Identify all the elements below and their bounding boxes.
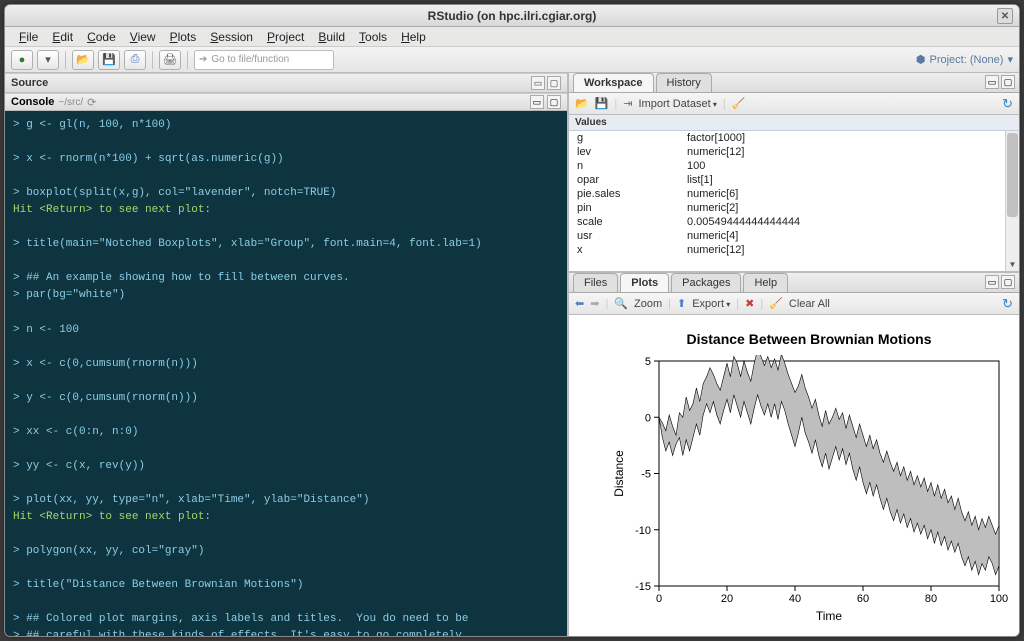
menu-file[interactable]: File [13,28,44,46]
project-icon: ⬢ [916,53,926,66]
workspace-var[interactable]: n100 [569,159,1019,173]
menu-project[interactable]: Project [261,28,310,46]
menu-code[interactable]: Code [81,28,122,46]
chevron-down-icon: ▾ [1007,53,1013,66]
svg-text:80: 80 [925,593,937,605]
minimize-icon[interactable]: ▭ [985,75,999,89]
content-area: Source ▭ ▢ Console ~/src/ ⟳ ▭ ▢ > g <- g… [5,73,1019,636]
svg-text:20: 20 [721,593,733,605]
scrollbar[interactable]: ▲ ▼ [1005,131,1019,271]
menu-edit[interactable]: Edit [46,28,79,46]
workspace-toolbar: 📂 💾 | ⇥ Import Dataset ▾ | 🧹 ↻ [569,93,1019,115]
menu-session[interactable]: Session [204,28,259,46]
titlebar: RStudio (on hpc.ilri.cgiar.org) ✕ [5,5,1019,27]
workspace-pane: Workspace History ▭ ▢ 📂 💾 | ⇥ Import Dat… [569,73,1019,273]
menu-tools[interactable]: Tools [353,28,393,46]
menu-help[interactable]: Help [395,28,432,46]
menu-build[interactable]: Build [312,28,351,46]
import-dataset-icon[interactable]: ⇥ [623,97,632,110]
workspace-var[interactable]: gfactor[1000] [569,131,1019,145]
svg-text:-10: -10 [635,525,651,537]
svg-text:0: 0 [656,593,662,605]
maximize-icon[interactable]: ▢ [1001,275,1015,289]
save-icon[interactable]: 💾 [98,50,120,70]
svg-text:0: 0 [645,412,651,424]
main-toolbar: ● ▾ 📂 💾 ⎙ 🖨 ➔ Go to file/function ⬢ Proj… [5,47,1019,73]
svg-text:40: 40 [789,593,801,605]
values-list[interactable]: gfactor[1000]levnumeric[12]n100oparlist[… [569,131,1019,271]
workspace-tabbar: Workspace History ▭ ▢ [569,73,1019,93]
tab-plots[interactable]: Plots [620,273,669,292]
remove-plot-icon[interactable]: ✖ [745,297,754,310]
maximize-icon[interactable]: ▢ [547,95,561,109]
scroll-thumb[interactable] [1007,133,1018,217]
workspace-var[interactable]: pinnumeric[2] [569,201,1019,215]
prev-plot-icon[interactable]: ⬅ [575,297,584,310]
tab-files[interactable]: Files [573,273,618,292]
plots-tabbar: Files Plots Packages Help ▭ ▢ [569,273,1019,293]
svg-text:Time: Time [816,609,843,623]
right-column: Workspace History ▭ ▢ 📂 💾 | ⇥ Import Dat… [569,73,1019,636]
next-plot-icon[interactable]: ➡ [590,297,599,310]
workspace-var[interactable]: levnumeric[12] [569,145,1019,159]
workspace-var[interactable]: scale0.00549444444444444 [569,215,1019,229]
export-icon[interactable]: ⬆ [677,297,686,310]
close-icon[interactable]: ✕ [997,8,1013,24]
save-all-icon[interactable]: ⎙ [124,50,146,70]
maximize-icon[interactable]: ▢ [1001,75,1015,89]
print-icon[interactable]: 🖨 [159,50,181,70]
refresh-icon[interactable]: ↻ [1002,296,1013,312]
import-dataset-button[interactable]: Import Dataset ▾ [638,98,716,110]
project-menu[interactable]: ⬢ Project: (None) ▾ [916,53,1013,66]
window: RStudio (on hpc.ilri.cgiar.org) ✕ FileEd… [4,4,1020,637]
console-output[interactable]: > g <- gl(n, 100, n*100) > x <- rnorm(n*… [5,111,567,636]
clear-workspace-icon[interactable]: 🧹 [732,97,746,110]
tab-packages[interactable]: Packages [671,273,741,292]
new-file-icon[interactable]: ● [11,50,33,70]
save-workspace-icon[interactable]: 💾 [595,97,609,110]
console-header: Console ~/src/ ⟳ ▭ ▢ [5,93,567,111]
svg-text:-15: -15 [635,581,651,593]
menu-plots[interactable]: Plots [164,28,203,46]
minimize-icon[interactable]: ▭ [531,76,545,90]
values-header: Values [569,115,1019,131]
clear-plots-icon[interactable]: 🧹 [769,297,783,310]
menubar: FileEditCodeViewPlotsSessionProjectBuild… [5,27,1019,47]
zoom-icon[interactable]: 🔍 [614,297,628,310]
workspace-var[interactable]: oparlist[1] [569,173,1019,187]
menu-view[interactable]: View [124,28,162,46]
source-pane-header: Source ▭ ▢ [5,73,567,93]
workspace-var[interactable]: usrnumeric[4] [569,229,1019,243]
scroll-down-icon[interactable]: ▼ [1006,257,1019,271]
goto-file-input[interactable]: ➔ Go to file/function [194,50,334,70]
left-column: Source ▭ ▢ Console ~/src/ ⟳ ▭ ▢ > g <- g… [5,73,569,636]
tab-workspace[interactable]: Workspace [573,73,654,92]
load-workspace-icon[interactable]: 📂 [575,97,589,110]
window-title: RStudio (on hpc.ilri.cgiar.org) [428,9,597,23]
tab-history[interactable]: History [656,73,712,92]
plot-title: Distance Between Brownian Motions [609,331,1009,347]
tab-help[interactable]: Help [743,273,788,292]
plots-toolbar: ⬅ ➡ | 🔍 Zoom | ⬆ Export ▾ | ✖ | 🧹 Clear … [569,293,1019,315]
zoom-button[interactable]: Zoom [634,298,662,310]
svg-text:-5: -5 [641,469,651,481]
maximize-icon[interactable]: ▢ [547,76,561,90]
svg-text:5: 5 [645,356,651,368]
plots-pane: Files Plots Packages Help ▭ ▢ ⬅ ➡ | 🔍 Zo… [569,273,1019,636]
clear-all-button[interactable]: Clear All [789,298,830,310]
export-button[interactable]: Export ▾ [692,298,730,310]
workspace-var[interactable]: xnumeric[12] [569,243,1019,257]
refresh-icon[interactable]: ↻ [1002,96,1013,112]
workspace-var[interactable]: pie.salesnumeric[6] [569,187,1019,201]
minimize-icon[interactable]: ▭ [985,275,999,289]
svg-text:100: 100 [990,593,1008,605]
open-file-icon[interactable]: 📂 [72,50,94,70]
new-dropdown-icon[interactable]: ▾ [37,50,59,70]
clear-console-icon[interactable]: ⟳ [87,96,96,109]
minimize-icon[interactable]: ▭ [530,95,544,109]
svg-text:Distance: Distance [612,450,626,497]
plot-canvas: 0 20 40 60 80 100 -15 -10 -5 0 5 Time Distance [609,355,1009,626]
plot-area: Distance Between Brownian Motions 0 20 40 6… [569,315,1019,636]
svg-text:60: 60 [857,593,869,605]
